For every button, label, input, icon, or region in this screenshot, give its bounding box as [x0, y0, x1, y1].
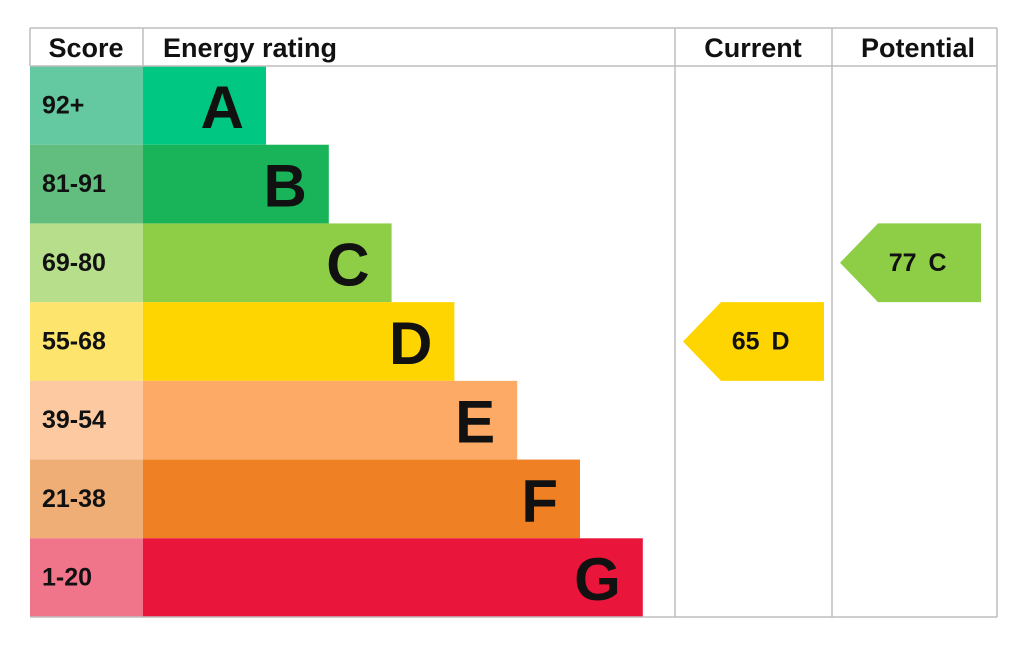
- rating-bar: [143, 459, 580, 539]
- rating-letter: A: [201, 74, 244, 141]
- rating-letter: B: [263, 153, 306, 220]
- current-letter: D: [772, 328, 790, 356]
- score-label: 1-20: [42, 564, 92, 592]
- rating-letter: G: [574, 546, 621, 613]
- header-rating: Energy rating: [163, 33, 337, 63]
- score-label: 55-68: [42, 328, 106, 356]
- score-cell: [30, 144, 143, 224]
- potential-value: 77: [889, 249, 917, 277]
- score-cell: [30, 538, 143, 617]
- potential-arrow: [840, 223, 981, 303]
- score-label: 81-91: [42, 170, 106, 198]
- score-label: 69-80: [42, 249, 106, 277]
- score-cell: [30, 459, 143, 539]
- rating-bar: [143, 302, 455, 381]
- score-cell: [30, 66, 143, 145]
- header-potential: Potential: [861, 33, 975, 63]
- score-label: 21-38: [42, 485, 106, 513]
- rating-bar: [143, 144, 329, 224]
- score-cell: [30, 302, 143, 381]
- rating-letter: E: [455, 389, 495, 456]
- rating-letter: F: [521, 467, 558, 534]
- score-cell: [30, 223, 143, 303]
- header-current: Current: [704, 33, 802, 63]
- rating-bar: [143, 380, 518, 460]
- rating-letter: C: [326, 231, 369, 298]
- rating-bar: [143, 66, 266, 145]
- rating-bar: [143, 538, 643, 617]
- rating-bar: [143, 223, 392, 303]
- header-score: Score: [48, 33, 123, 63]
- score-cell: [30, 380, 143, 460]
- rating-letter: D: [389, 310, 432, 377]
- score-label: 39-54: [42, 406, 106, 434]
- current-arrow: [683, 302, 824, 381]
- potential-letter: C: [929, 249, 947, 277]
- score-label: 92+: [42, 91, 84, 119]
- current-value: 65: [732, 328, 760, 356]
